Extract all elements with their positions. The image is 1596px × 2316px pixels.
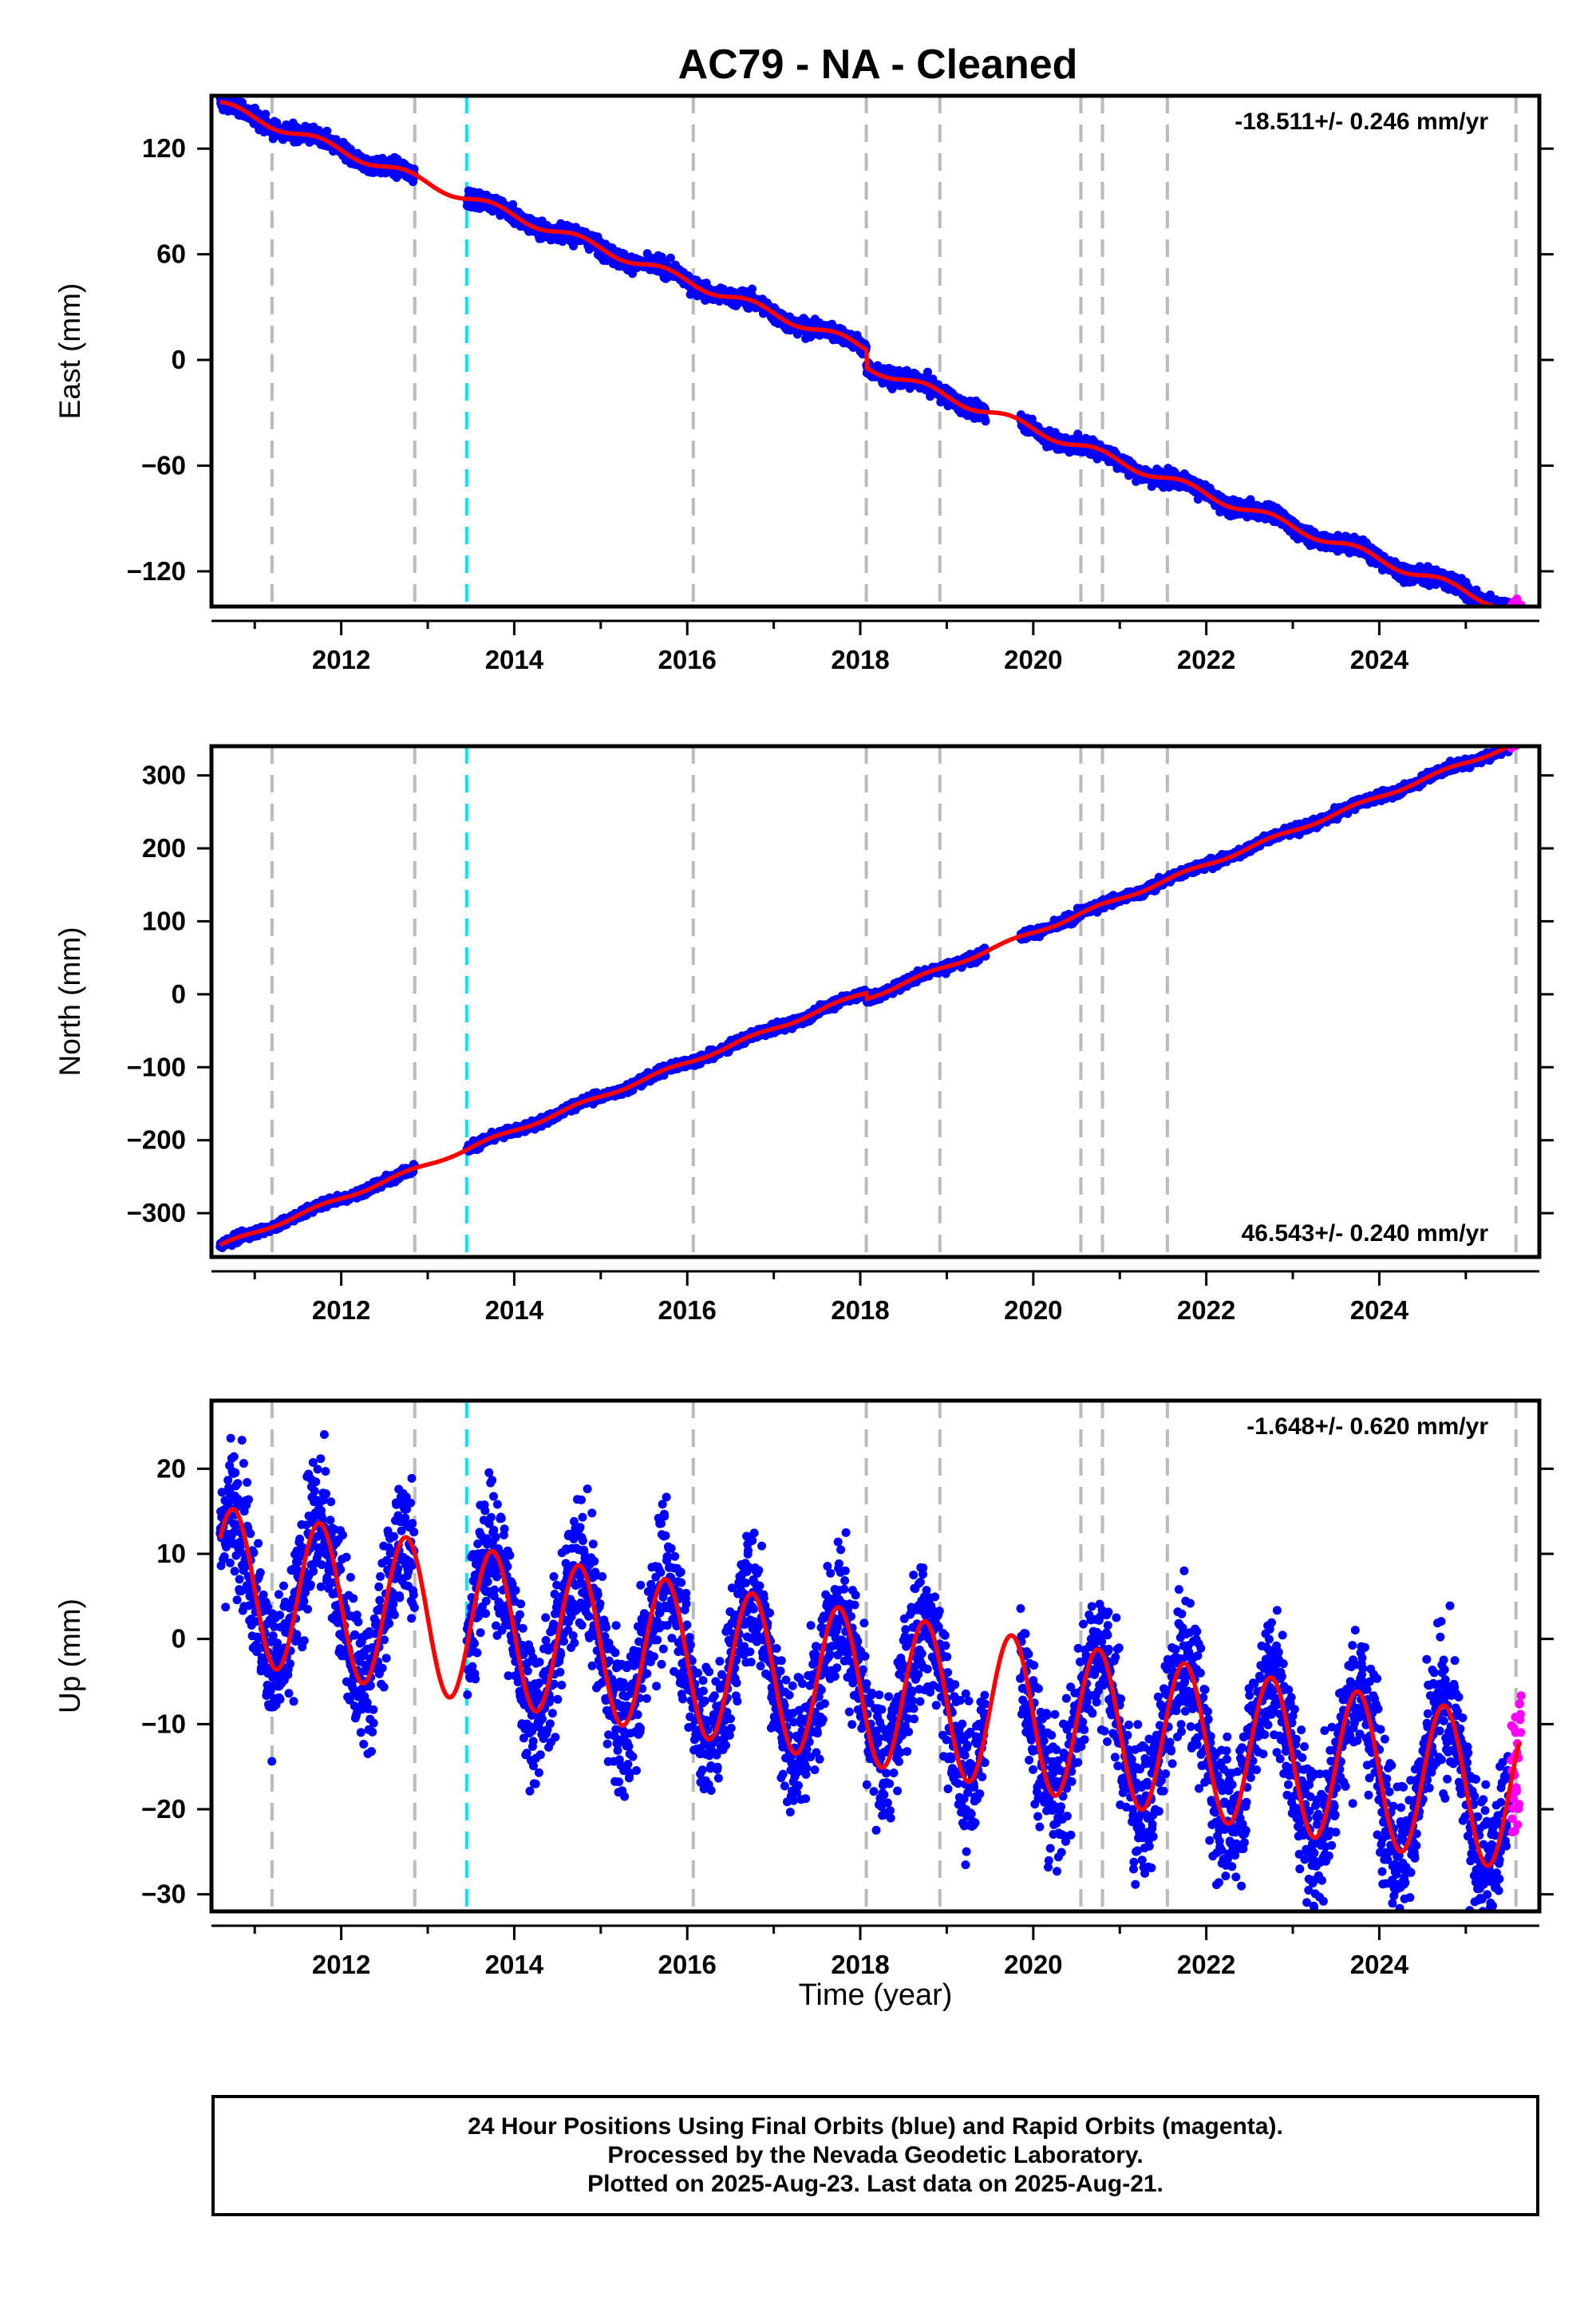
final-orbit-point bbox=[1492, 610, 1501, 619]
rapid-orbit-point bbox=[1511, 610, 1519, 619]
data-points bbox=[215, 746, 1522, 1252]
y-tick-label: −120 bbox=[127, 556, 186, 586]
final-orbit-point bbox=[322, 126, 332, 136]
final-orbit-point bbox=[1498, 609, 1507, 618]
final-orbit-point bbox=[923, 367, 932, 377]
final-orbit-point bbox=[1499, 610, 1507, 619]
final-orbit-point bbox=[1494, 608, 1503, 617]
final-orbit-point bbox=[1498, 608, 1507, 617]
final-orbit-point bbox=[508, 200, 518, 209]
final-orbit-point bbox=[1488, 610, 1497, 619]
final-orbit-point bbox=[1485, 608, 1494, 617]
x-tick-label: 2020 bbox=[1004, 645, 1062, 674]
final-orbit-point bbox=[1495, 611, 1503, 619]
chart-title: AC79 - NA - Cleaned bbox=[678, 41, 1078, 88]
final-orbit-point bbox=[1503, 609, 1511, 618]
x-tick-label: 2016 bbox=[658, 645, 717, 674]
x-tick-label: 2022 bbox=[1177, 645, 1235, 674]
x-tick-label: 2018 bbox=[831, 645, 889, 674]
final-orbit-point bbox=[666, 253, 675, 263]
x-tick-label: 2012 bbox=[312, 645, 370, 674]
y-axis-label: East (mm) bbox=[53, 283, 86, 420]
panel-1: 120 60 0 −60 −120 2012 2014 2016 2018 2020 2022 202… bbox=[53, 93, 1554, 674]
y-tick-label: 60 bbox=[156, 239, 186, 269]
gps-time-series-chart: AC79 - NA - Cleaned 120 60 0 −60 −120 2012 2014… bbox=[53, 41, 1554, 2012]
y-tick-label: −60 bbox=[141, 450, 186, 480]
final-orbit-point bbox=[748, 284, 757, 294]
y-tick-label: 0 bbox=[172, 345, 186, 374]
final-orbit-point bbox=[1488, 608, 1497, 617]
rapid-orbit-point bbox=[1507, 608, 1516, 617]
final-orbit-point bbox=[1499, 607, 1508, 616]
rapid-orbit-point bbox=[1512, 611, 1521, 619]
y-tick-label: 120 bbox=[142, 133, 186, 163]
x-tick-label: 2014 bbox=[485, 645, 544, 674]
final-orbit-point bbox=[1499, 610, 1508, 619]
final-orbit-point bbox=[261, 109, 271, 119]
rate-label: -18.511+/- 0.246 mm/yr bbox=[1235, 109, 1488, 135]
rapid-orbit-point bbox=[1511, 610, 1519, 619]
final-orbit-point bbox=[1504, 607, 1513, 616]
x-tick-label: 2024 bbox=[1350, 645, 1409, 674]
rapid-orbit-point bbox=[1515, 607, 1523, 616]
rapid-orbit-point bbox=[1512, 611, 1521, 619]
final-orbit-point bbox=[981, 417, 990, 426]
